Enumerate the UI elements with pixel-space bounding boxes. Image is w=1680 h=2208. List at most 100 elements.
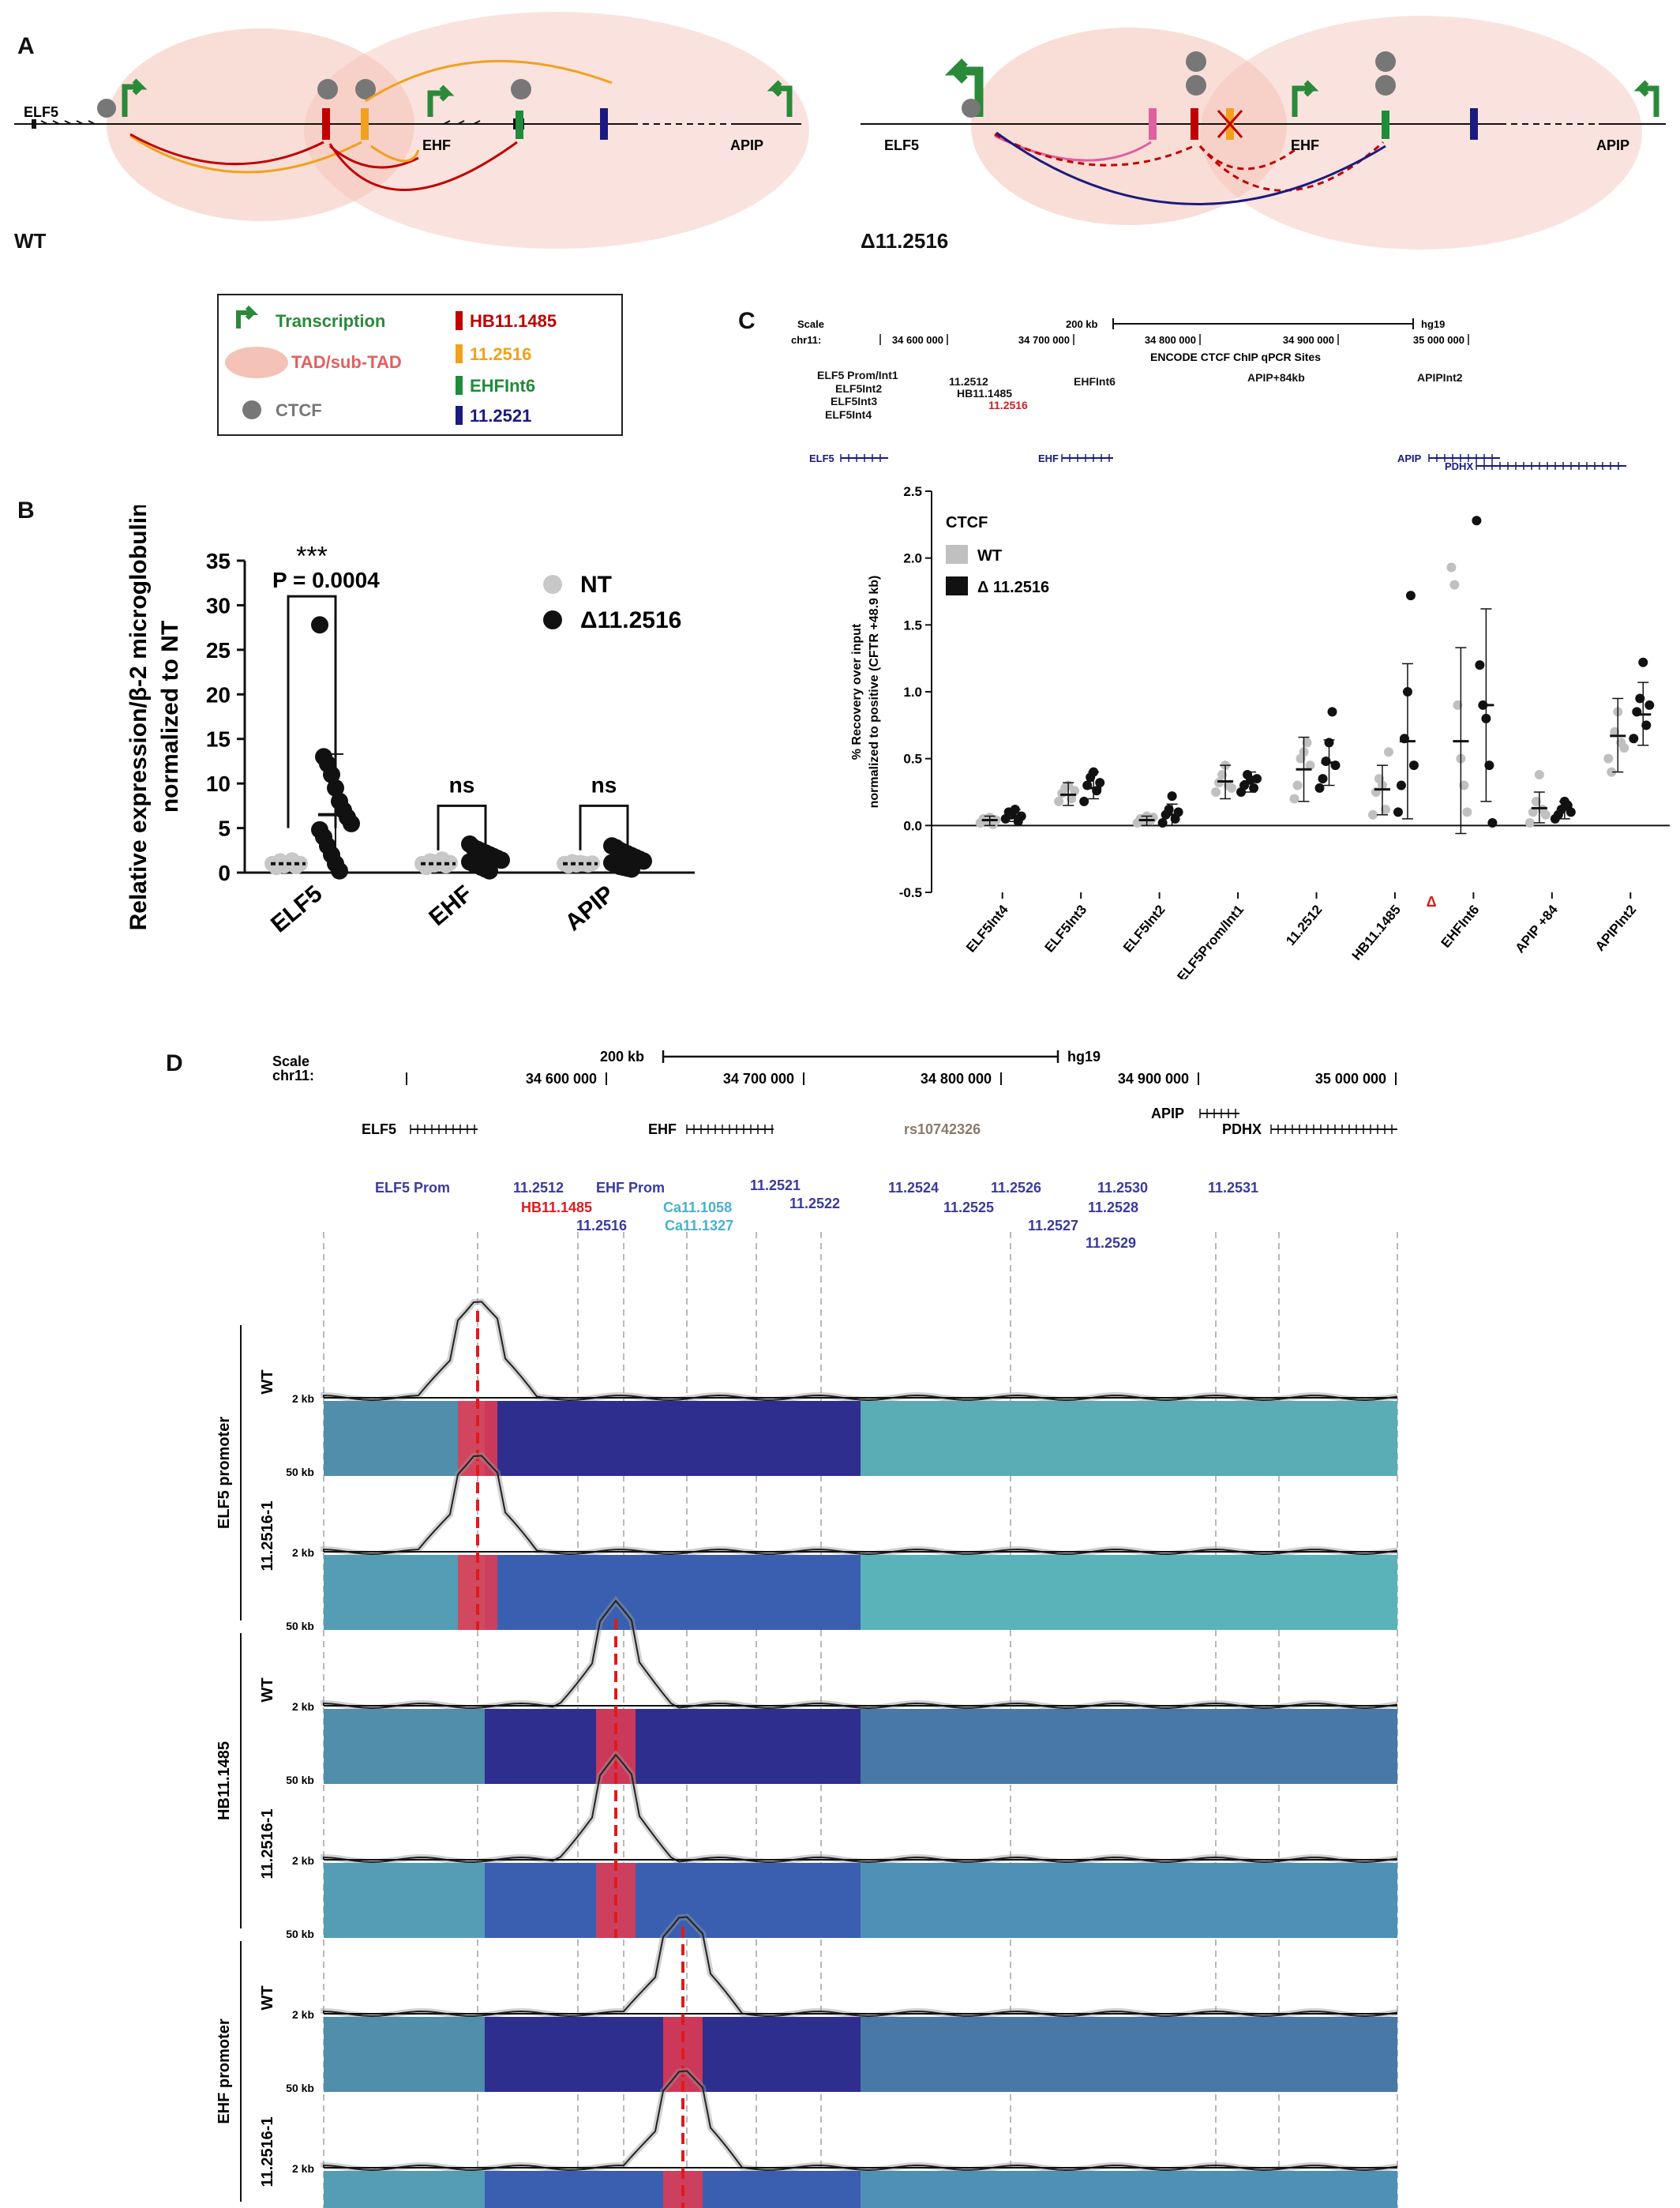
hic-row: 2 kb 50 kb WT [259, 1595, 1398, 1786]
y-tick-label: -0.5 [899, 885, 922, 900]
data-point [311, 616, 328, 634]
legend-del: Δ 11.2516 [977, 579, 1049, 596]
x-tick-label: ELF5Int2 [1120, 902, 1168, 955]
transcription-arrow-icon [1292, 80, 1319, 117]
d-coord: 34 600 000 [526, 1071, 597, 1087]
data-point [1227, 783, 1237, 793]
data-point [1484, 760, 1494, 771]
data-point [1383, 747, 1393, 757]
track-gene-label: PDHX [1445, 460, 1473, 472]
data-point [1054, 796, 1064, 806]
legend-title: CTCF [946, 514, 988, 531]
d-assembly: hg19 [1067, 1049, 1101, 1065]
d-coord: 35 000 000 [1315, 1071, 1386, 1087]
panel-c-track: Scale chr11: 200 kb hg19 34 600 000 34 700 00… [791, 318, 1626, 472]
data-point [1380, 805, 1390, 815]
bracket-ehf [437, 804, 487, 851]
y-axis-label: % Recovery over input [850, 623, 864, 760]
stars: *** [296, 542, 328, 572]
x-tick-label: APIP +84 [1512, 902, 1561, 956]
track-gene-label: EHF [1038, 452, 1059, 464]
d-site-label: 11.2525 [943, 1200, 994, 1215]
row-label: WT [259, 1985, 276, 2010]
axis-top-label: 2 kb [292, 1854, 314, 1867]
legend-wt: WT [977, 547, 1002, 565]
y-tick-label: 2.5 [903, 484, 922, 499]
y-tick-label: 0.5 [903, 752, 922, 767]
track-site: ELF5Int3 [831, 395, 877, 407]
gene-ehf-wt: EHF [422, 137, 451, 153]
axis-top-label: 2 kb [292, 1392, 314, 1405]
ehfint6-site [516, 111, 523, 139]
wt-diagram [14, 12, 809, 249]
data-point [1619, 743, 1629, 753]
transcription-arrow-icon [944, 58, 984, 117]
ns-apip: ns [591, 772, 617, 797]
legend-nt-marker [543, 575, 562, 594]
data-point [1164, 805, 1174, 815]
tad-legend-icon [225, 347, 288, 378]
data-point [1528, 807, 1538, 817]
data-point [1318, 774, 1328, 784]
y-tick-label: 1.0 [903, 685, 922, 700]
bracket-apip [579, 804, 629, 851]
ctcf-icon [1186, 51, 1206, 72]
gene-apip-del: APIP [1596, 137, 1629, 153]
axis-bottom-label: 50 kb [286, 2082, 314, 2094]
panel-a-diagram: ELF5 EHF APIP ELF5 EHF APIP [14, 12, 1666, 250]
y-tick-label: 5 [218, 817, 231, 841]
d-site-label: ELF5 Prom [375, 1180, 450, 1196]
y-tick-label: 15 [206, 727, 231, 752]
ctcf-icon [1375, 51, 1396, 72]
data-point [1314, 783, 1325, 793]
tad-ellipse-4 [1200, 16, 1642, 250]
d-site-label: HB11.1485 [521, 1200, 592, 1215]
y-tick-label: 25 [206, 638, 231, 663]
data-point [1629, 734, 1639, 744]
data-point [1534, 769, 1544, 779]
ns-ehf: ns [449, 772, 475, 797]
track-coord: 35 000 000 [1413, 334, 1464, 346]
transcription-arrow-icon [427, 84, 455, 117]
data-point [1408, 760, 1419, 771]
del-label: Δ11.2516 [861, 229, 949, 253]
d-snp: rs10742326 [904, 1121, 981, 1137]
legend-s2521: 11.2521 [470, 406, 532, 426]
data-point [1635, 693, 1645, 704]
track-coord: 34 600 000 [892, 334, 943, 346]
track-site: HB11.1485 [957, 387, 1012, 400]
track-title: ENCODE CTCF ChIP qPCR Sites [1150, 351, 1321, 363]
data-point [1638, 657, 1648, 667]
data-point [1239, 780, 1250, 790]
data-point [1472, 516, 1482, 526]
y-tick-label: 1.5 [903, 618, 922, 633]
row-label: WT [259, 1369, 276, 1394]
y-tick-label: 2.0 [903, 551, 922, 566]
ctcf-icon [355, 79, 376, 100]
delta-marker: Δ [1427, 894, 1437, 910]
data-point [1459, 780, 1469, 790]
d-chrom: chr11: [272, 1068, 314, 1083]
y-tick-label: 20 [206, 682, 231, 707]
d-site-label: 11.2527 [1028, 1218, 1078, 1234]
ctcf-icon [1375, 75, 1396, 96]
y-tick-label: 0.0 [903, 818, 922, 833]
d-gene-label: PDHX [1222, 1121, 1262, 1137]
transcription-arrow-icon [1633, 80, 1659, 117]
track-coord: 34 800 000 [1145, 334, 1196, 346]
track-site: APIPInt2 [1417, 371, 1463, 384]
data-point [1302, 738, 1312, 748]
x-tick-label: 11.2512 [1283, 902, 1325, 948]
axis-bottom-label: 50 kb [286, 1928, 314, 1940]
y-axis-label-2: normalized to NT [157, 621, 183, 813]
x-tick-label: ELF5 [266, 881, 327, 937]
data-point [1603, 753, 1614, 764]
transcription-legend-icon [236, 305, 259, 329]
data-point [1289, 794, 1299, 804]
legend-transcription: Transcription [276, 311, 386, 331]
track-site: EHFInt6 [1074, 375, 1116, 388]
data-point [1070, 786, 1080, 796]
track-assembly: hg19 [1421, 318, 1445, 330]
data-point [1475, 660, 1485, 670]
tad-ellipse-2 [304, 12, 809, 249]
